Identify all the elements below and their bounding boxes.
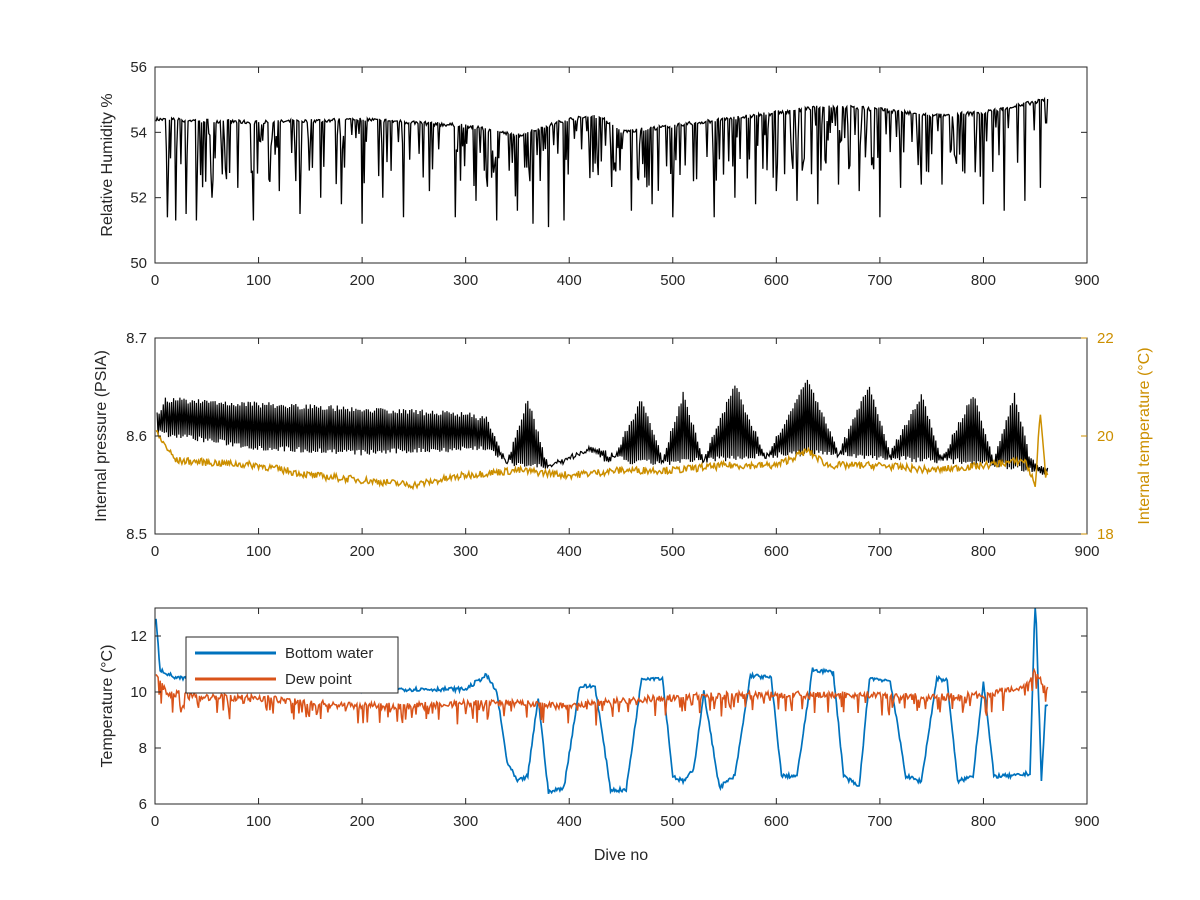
y-tick-label: 6 [139, 796, 147, 813]
x-tick-label: 800 [971, 272, 996, 289]
x-tick-label: 700 [867, 543, 892, 560]
x-tick-label: 200 [350, 543, 375, 560]
x-tick-label: 500 [660, 813, 685, 830]
x-tick-label: 300 [453, 543, 478, 560]
y-tick-label: 50 [130, 255, 147, 272]
y-axis-label: Temperature (°C) [99, 645, 116, 768]
plot-frame [154, 607, 1088, 805]
x-tick-label: 500 [660, 272, 685, 289]
x-tick-label: 300 [453, 813, 478, 830]
x-tick-label: 700 [867, 272, 892, 289]
x-tick-label: 400 [557, 272, 582, 289]
panel-internal-pressure: 0 100 200 300 400 500 600 700 800 900 8.5 8.6 8.7 1… [93, 330, 1153, 560]
legend-box [185, 636, 399, 694]
y-tick-label: 52 [130, 190, 147, 207]
y-axis-label-left: Internal pressure (PSIA) [93, 350, 110, 522]
y-tick-label: 8.6 [126, 428, 147, 445]
x-tick-label: 500 [660, 543, 685, 560]
x-axis-ticks: 0 100 200 300 400 500 600 700 800 900 [151, 338, 1100, 560]
y-tick-label-right: 18 [1097, 526, 1114, 543]
dew-point-line [155, 667, 1049, 726]
y-axis-ticks-right: 18 20 22 [1081, 330, 1114, 543]
x-tick-label: 900 [1074, 272, 1099, 289]
x-tick-label: 100 [246, 543, 271, 560]
legend-label-dew-point: Dew point [285, 671, 353, 688]
y-tick-label: 10 [130, 684, 147, 701]
y-tick-label: 54 [130, 124, 147, 141]
x-tick-label: 600 [764, 272, 789, 289]
x-tick-label: 600 [764, 543, 789, 560]
humidity-line [155, 96, 1049, 228]
y-axis-ticks-left: 8.5 8.6 8.7 [126, 330, 161, 543]
x-axis-ticks: 0 100 200 300 400 500 600 700 800 900 [151, 67, 1100, 289]
x-tick-label: 200 [350, 813, 375, 830]
plot-frame [154, 66, 1088, 264]
x-tick-label: 300 [453, 272, 478, 289]
x-tick-label: 600 [764, 813, 789, 830]
internal-temperature-line [155, 414, 1049, 491]
x-tick-label: 400 [557, 813, 582, 830]
y-tick-label-right: 22 [1097, 330, 1114, 347]
x-tick-label: 100 [246, 813, 271, 830]
y-axis-ticks: 50 52 54 56 [130, 59, 1087, 272]
y-tick-label: 56 [130, 59, 147, 76]
y-tick-label-right: 20 [1097, 428, 1114, 445]
y-axis-label: Relative Humidity % [99, 93, 116, 236]
x-tick-label: 800 [971, 543, 996, 560]
x-tick-label: 0 [151, 543, 159, 560]
pressure-line [156, 379, 1049, 475]
panel-relative-humidity: 0 100 200 300 400 500 600 700 800 900 50 52 54 56 Re… [99, 59, 1100, 289]
y-axis-label-right: Internal temperature (°C) [1136, 347, 1153, 524]
y-axis-ticks: 6 8 10 12 [130, 628, 1087, 813]
y-tick-label: 8.7 [126, 330, 147, 347]
x-tick-label: 0 [151, 813, 159, 830]
humidity-series [155, 96, 1049, 228]
x-tick-label: 700 [867, 813, 892, 830]
x-tick-label: 900 [1074, 813, 1099, 830]
x-tick-label: 900 [1074, 543, 1099, 560]
pressure-temperature-series [155, 379, 1049, 491]
y-tick-label: 12 [130, 628, 147, 645]
legend-label-bottom-water: Bottom water [285, 645, 373, 662]
temperature-series [155, 607, 1049, 795]
legend: Bottom water Dew point [185, 636, 399, 694]
x-tick-label: 400 [557, 543, 582, 560]
x-axis-ticks: 0 100 200 300 400 500 600 700 800 900 [151, 608, 1100, 830]
y-tick-label: 8.5 [126, 526, 147, 543]
x-tick-label: 100 [246, 272, 271, 289]
y-tick-label: 8 [139, 740, 147, 757]
panel-temperature: 0 100 200 300 400 500 600 700 800 900 6 8 10 12 Temp… [99, 607, 1100, 864]
x-axis-label: Dive no [594, 847, 648, 864]
x-tick-label: 0 [151, 272, 159, 289]
x-tick-label: 200 [350, 272, 375, 289]
x-tick-label: 800 [971, 813, 996, 830]
